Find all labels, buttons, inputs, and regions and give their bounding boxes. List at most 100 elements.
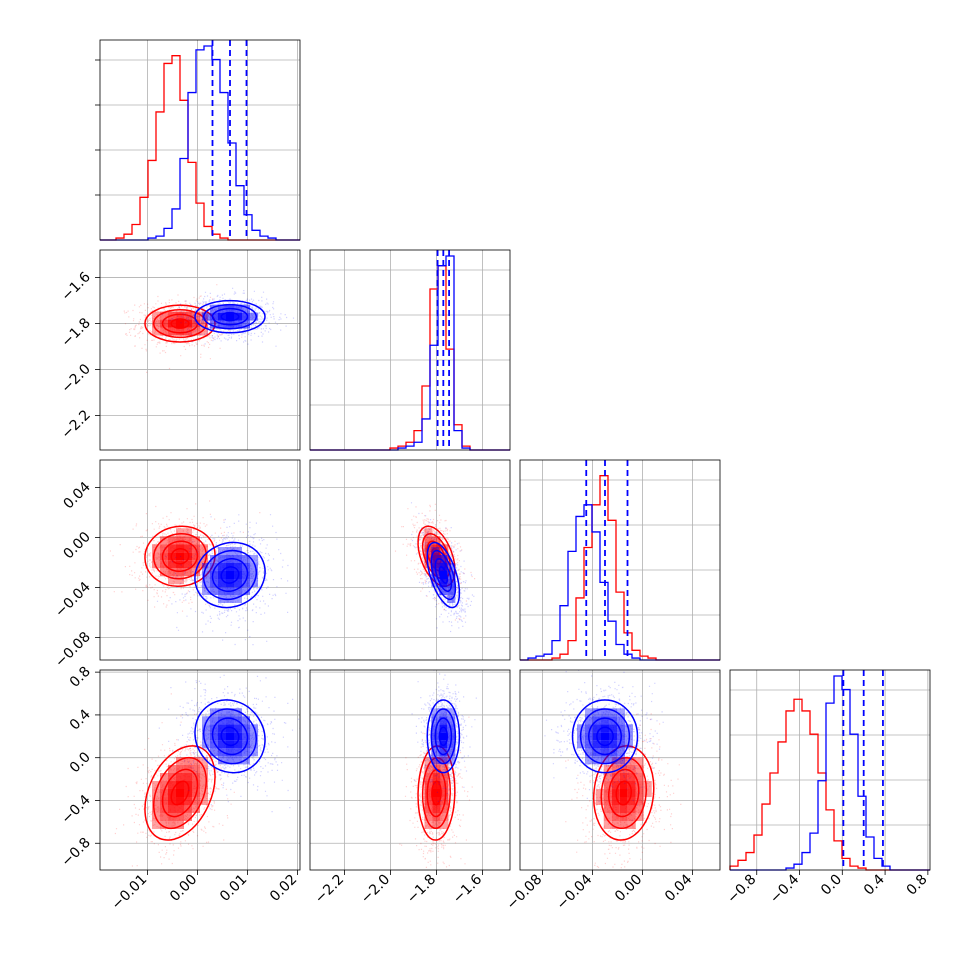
blue-density-cell [242, 587, 250, 595]
red-density-cell [424, 560, 433, 569]
blue-density-cell [609, 740, 617, 749]
red-density-cell [635, 756, 644, 765]
red-density-cell [424, 796, 433, 805]
red-density-cell [603, 788, 612, 797]
red-density-cell [440, 788, 449, 797]
red-density-cell [424, 820, 433, 829]
blue-density-cell [447, 756, 456, 765]
red-density-cell [432, 804, 441, 813]
red-density-cell [635, 780, 644, 789]
blue-density-cell [202, 732, 210, 741]
density-layer [399, 670, 477, 868]
y-tick-label: 0.8 [67, 664, 94, 691]
blue-contour [434, 558, 453, 592]
blue-density-cell [226, 571, 234, 579]
x-tick-label: 0.01 [217, 872, 250, 905]
red-contour [421, 756, 451, 830]
blue-density-cell [242, 304, 250, 313]
red-density-cell [160, 796, 168, 805]
blue-contour [220, 726, 240, 747]
red-density-cell [627, 756, 636, 765]
red-density-cell [432, 820, 441, 829]
red-density-cell [176, 536, 184, 545]
blue-density-cell [242, 748, 250, 757]
red-density-cell [440, 780, 449, 789]
red-density-cell [160, 772, 168, 781]
blue-density-cell [601, 708, 609, 717]
blue-contour [211, 717, 249, 756]
blue-density-cell [431, 571, 440, 579]
red-density-cell [627, 796, 636, 805]
red-density-cell [432, 756, 441, 765]
axes-frame [309, 459, 511, 661]
blue-density-cell [234, 587, 242, 595]
blue-contour [194, 699, 266, 774]
panel-bg [310, 460, 510, 660]
red-contour [608, 768, 640, 818]
red-density-cell [440, 812, 449, 821]
blue-density-cell [242, 579, 250, 587]
blue-density-cell [210, 563, 218, 571]
scatter-panel: −0.08 −0.04 0.00 0.04 [52, 459, 301, 671]
red-density-cell [184, 796, 192, 805]
red-density-cell [627, 812, 636, 821]
red-density-cell [635, 788, 644, 797]
red-density-cell [168, 804, 176, 813]
blue-density-cell [601, 756, 609, 765]
blue-density-cell [617, 756, 625, 765]
blue-density-cell [601, 732, 609, 741]
blue-contour [211, 557, 249, 593]
blue-density-cell [242, 724, 250, 733]
blue-contour [194, 299, 266, 334]
x-tick-label: −0.01 [109, 872, 151, 914]
y-tick-label: −0.04 [52, 579, 94, 621]
blue-density-cell [593, 740, 601, 749]
red-density-cell [424, 772, 433, 781]
red-contour [153, 309, 207, 339]
blue-contour [426, 699, 461, 774]
blue-density-cell [202, 587, 210, 595]
red-density-cell [168, 780, 176, 789]
red-density-cell [160, 536, 168, 545]
scatter-panel: −2.2 −2.0 −1.8 −1.6 [309, 669, 511, 907]
red-density-cell [627, 780, 636, 789]
blue-histogram-step [100, 45, 300, 241]
red-density-cell [152, 796, 160, 805]
blue-density-cell [226, 748, 234, 757]
x-tick-label: 0.8 [904, 872, 931, 899]
red-density-cell [184, 568, 192, 577]
red-density-cell [611, 780, 620, 789]
red-density-cell [184, 560, 192, 569]
red-density-cell [192, 327, 200, 336]
axes-frame [99, 669, 301, 871]
panel-bg [100, 40, 300, 240]
blue-density-cell [431, 716, 440, 725]
blue-density-cell [250, 732, 258, 741]
red-density-cell [432, 780, 441, 789]
red-contour [431, 780, 442, 806]
red-density-cell [192, 319, 200, 328]
blue-density-cell [447, 708, 456, 717]
red-density-cell [184, 536, 192, 545]
red-density-cell [168, 764, 176, 773]
blue-density-cell [439, 748, 448, 757]
red-density-cell [176, 528, 184, 537]
axes-frame [519, 459, 721, 661]
axes-frame [309, 669, 511, 871]
blue-density-cell [218, 724, 226, 733]
blue-density-cell [234, 748, 242, 757]
red-density-cell [176, 764, 184, 773]
red-density-cell [200, 796, 208, 805]
density-layer [544, 670, 682, 869]
blue-contour [203, 549, 257, 601]
blue-density-cell [234, 579, 242, 587]
red-density-cell [424, 812, 433, 821]
red-density-cell [192, 552, 200, 561]
blue-contour [579, 708, 631, 765]
red-density-cell [627, 764, 636, 773]
red-density-cell [192, 804, 200, 813]
red-density-cell [424, 756, 433, 765]
red-density-cell [176, 552, 184, 561]
red-density-cell [176, 820, 184, 829]
red-density-cell [635, 772, 644, 781]
